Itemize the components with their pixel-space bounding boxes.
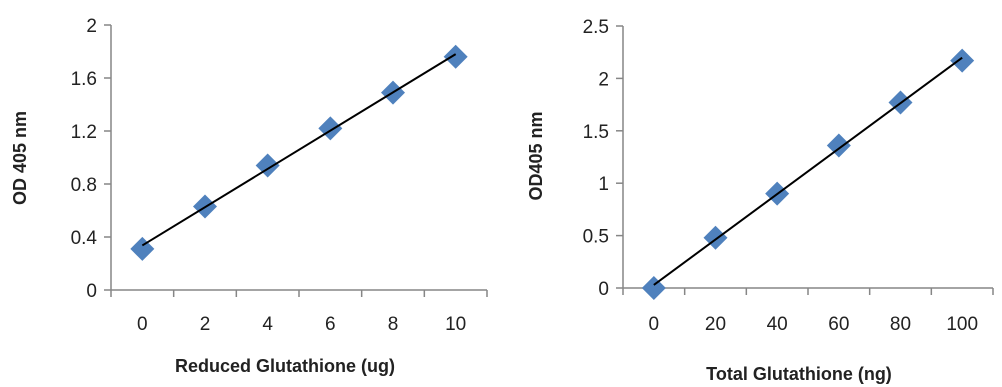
x-tick-label: 100 (946, 314, 978, 335)
y-tick-label: 1.6 (71, 69, 97, 90)
y-axis-title: OD405 nm (526, 111, 546, 200)
data-point (826, 133, 851, 158)
data-point (255, 153, 280, 178)
chart-1: 0 0.4 0.8 1.2 1.6 2 0 2 4 6 8 10 Reduced Glutathione… (10, 16, 488, 376)
x-axis-title: Reduced Glutathione (ug) (175, 356, 395, 376)
trendline (141, 53, 457, 247)
y-tick-label: 1 (598, 174, 609, 195)
data-point (641, 276, 666, 300)
x-tick-label: 0 (649, 314, 660, 335)
x-tick-label: 0 (137, 314, 148, 335)
y-axis-title: OD 405 nm (10, 111, 30, 205)
x-tick-label: 40 (767, 314, 788, 335)
x-tick-label: 10 (445, 314, 466, 335)
y-tick-label: 2 (598, 69, 609, 90)
x-tick-label: 60 (828, 314, 849, 335)
x-tick-label: 2 (200, 314, 211, 335)
y-tick-label: 0 (598, 279, 609, 300)
y-tick-label: 1.5 (583, 122, 609, 143)
y-tick-label: 0.5 (583, 227, 609, 248)
y-tick-label: 2.5 (583, 17, 609, 38)
x-tick-label: 20 (705, 314, 726, 335)
x-tick-label: 80 (890, 314, 911, 335)
x-tick-label: 8 (388, 314, 399, 335)
x-tick-label: 4 (262, 314, 273, 335)
y-tick-label: 2 (86, 16, 97, 37)
data-point (950, 48, 975, 73)
y-tick-label: 0.8 (71, 175, 97, 196)
y-tick-label: 0.4 (71, 228, 98, 249)
trendline (653, 56, 963, 286)
x-tick-label: 6 (325, 314, 336, 335)
data-point (443, 44, 468, 69)
y-tick-label: 0 (86, 281, 97, 302)
chart-2: 0 0.5 1 1.5 2 2.5 0 20 40 60 80 100 Total Glutathion… (526, 17, 994, 384)
x-axis-title: Total Glutathione (ng) (706, 364, 892, 384)
y-tick-label: 1.2 (71, 122, 97, 143)
